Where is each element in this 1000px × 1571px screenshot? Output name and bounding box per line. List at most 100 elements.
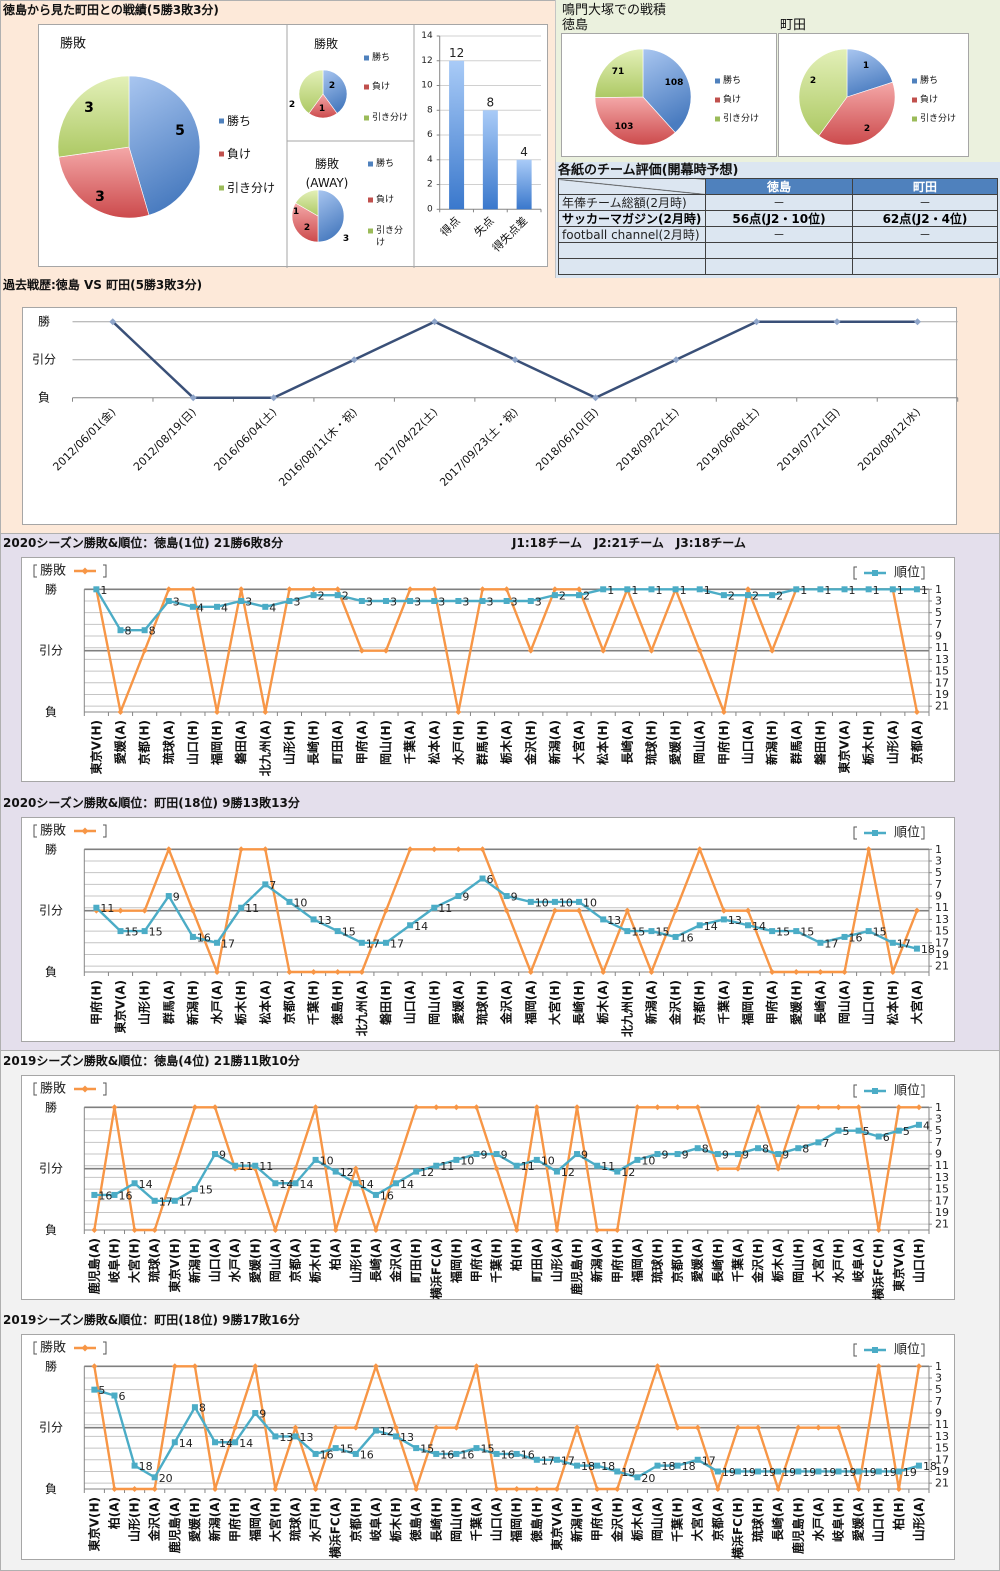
x-tick-label: 得点: [438, 214, 463, 239]
opponent-label: 長崎(A): [619, 720, 634, 764]
rank-data-label: 18: [921, 943, 935, 956]
rank-marker: [755, 1468, 762, 1475]
result-marker: [815, 1104, 822, 1111]
overview-title: 徳島から見た町田との戦績(5勝3敗3分): [3, 3, 219, 17]
rank-data-label: 3: [487, 595, 494, 608]
rank-data-label: 2: [318, 590, 325, 603]
opponent-label: 山口(A): [740, 720, 755, 764]
opponent-label: 福岡(H): [209, 720, 224, 766]
opponent-label: 千葉(A): [468, 1497, 483, 1541]
result-marker: [111, 1104, 118, 1111]
opponent-label: 長崎(H): [571, 980, 586, 1025]
rank-data-label: 2: [728, 590, 735, 603]
rank-data-label: 5: [903, 1125, 910, 1138]
rank-data-label: 9: [501, 1149, 508, 1162]
rank-marker: [111, 1392, 118, 1399]
rank-marker: [576, 592, 583, 599]
rank-data-label: 16: [320, 1448, 334, 1461]
date-label: 2017/09/23(土・祝): [437, 405, 521, 489]
opponent-label: 金沢(H): [750, 1238, 765, 1284]
result-marker: [553, 1227, 560, 1233]
pie-slice-loss: [818, 81, 896, 146]
result-marker: [855, 1104, 862, 1111]
rank-marker: [865, 928, 872, 935]
result-marker: [648, 647, 655, 654]
rank-marker: [165, 597, 172, 604]
pie-slice-draw: [298, 69, 324, 114]
opponent-label: 山口(H): [185, 720, 200, 765]
rank-tick-label: 1: [935, 1101, 942, 1114]
rank-marker: [674, 1151, 681, 1158]
result-marker: [238, 586, 245, 593]
rank-marker: [553, 1456, 560, 1463]
result-marker: [312, 1486, 319, 1492]
opponent-label: 甲府(A): [589, 1497, 604, 1541]
rank-marker: [352, 1450, 359, 1457]
rank-data-label: 13: [607, 914, 621, 927]
rank-marker: [674, 1462, 681, 1469]
rank-data-label: 2: [583, 590, 590, 603]
opponent-label: 柏(A): [106, 1497, 121, 1529]
rank-data-label: 3: [245, 595, 252, 608]
rank-marker: [551, 592, 558, 599]
result-marker: [553, 1486, 560, 1492]
rank-marker: [358, 939, 365, 946]
rank-data-label: 12: [420, 1166, 434, 1179]
rank-marker: [91, 1386, 98, 1393]
result-marker: [171, 1363, 178, 1370]
legend-label-line: け: [376, 237, 385, 248]
rank-data-label: 16: [680, 931, 694, 944]
legend-result-label: 勝敗: [40, 1082, 66, 1097]
result-marker: [358, 647, 365, 654]
result-line: [93, 1106, 919, 1232]
result-marker: [594, 1227, 601, 1233]
result-marker: [189, 394, 197, 402]
opponent-label: 山形(A): [549, 1238, 564, 1282]
legend-bracket-open: [33, 1341, 37, 1355]
rank-marker: [286, 898, 293, 905]
opponent-label: 京都(H): [137, 720, 152, 765]
opponent-label: 徳島(H): [330, 980, 345, 1026]
legend-swatch-win: [912, 78, 917, 84]
result-marker: [372, 1227, 379, 1233]
rank-marker: [913, 945, 920, 952]
rank-tick-label: 11: [935, 1159, 949, 1172]
pie-data-label-win: 108: [665, 78, 684, 88]
opponent-label: 新潟(A): [207, 1497, 222, 1541]
result-marker: [855, 1486, 862, 1492]
history-chart-panel: 勝引分負 2012/06/01(金) 2012/08/19(日) 2016/06/04…: [22, 307, 959, 525]
rank-data-label: 9: [581, 1149, 588, 1162]
rank-marker: [841, 586, 848, 593]
result-marker: [171, 1165, 178, 1172]
pie-data-label-loss: 3: [95, 189, 105, 205]
result-marker: [875, 1227, 882, 1233]
rank-marker: [332, 1445, 339, 1452]
rank-data-label: 12: [380, 1425, 394, 1438]
rank-marker: [624, 928, 631, 935]
rank-marker: [393, 1180, 400, 1187]
row-label: [558, 258, 706, 275]
row-label: サッカーマガジン(2月時): [558, 210, 706, 227]
rank-marker: [815, 1139, 822, 1146]
result-marker: [131, 1486, 138, 1492]
rank-marker: [493, 1151, 500, 1158]
result-marker: [393, 1424, 400, 1431]
rank-marker: [815, 1468, 822, 1475]
machida-2019-title: 2019シーズン勝敗&順位：町田(18位) 9勝17敗16分: [3, 1313, 300, 1327]
rank-marker: [117, 928, 124, 935]
result-marker: [795, 1424, 802, 1431]
result-marker: [600, 647, 607, 654]
rank-marker: [734, 1468, 741, 1475]
rank-data-label: 15: [655, 926, 669, 939]
rank-data-label: 16: [460, 1448, 474, 1461]
result-marker: [117, 709, 124, 715]
legend-swatch-win: [368, 161, 373, 167]
rank-marker: [334, 928, 341, 935]
legend-swatch-draw: [368, 228, 373, 234]
rank-tick-label: 13: [935, 1171, 949, 1184]
opponent-label: 山口(A): [489, 1497, 504, 1541]
rank-marker: [895, 1468, 902, 1475]
rank-marker: [393, 1433, 400, 1440]
